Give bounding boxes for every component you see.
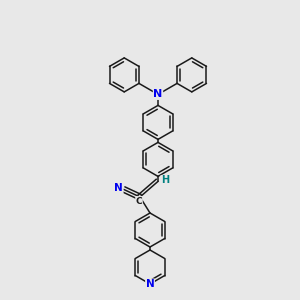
Text: H: H: [161, 176, 169, 185]
Text: C: C: [136, 196, 142, 206]
Text: N: N: [114, 183, 123, 194]
Text: N: N: [146, 279, 154, 289]
Text: N: N: [153, 89, 163, 99]
